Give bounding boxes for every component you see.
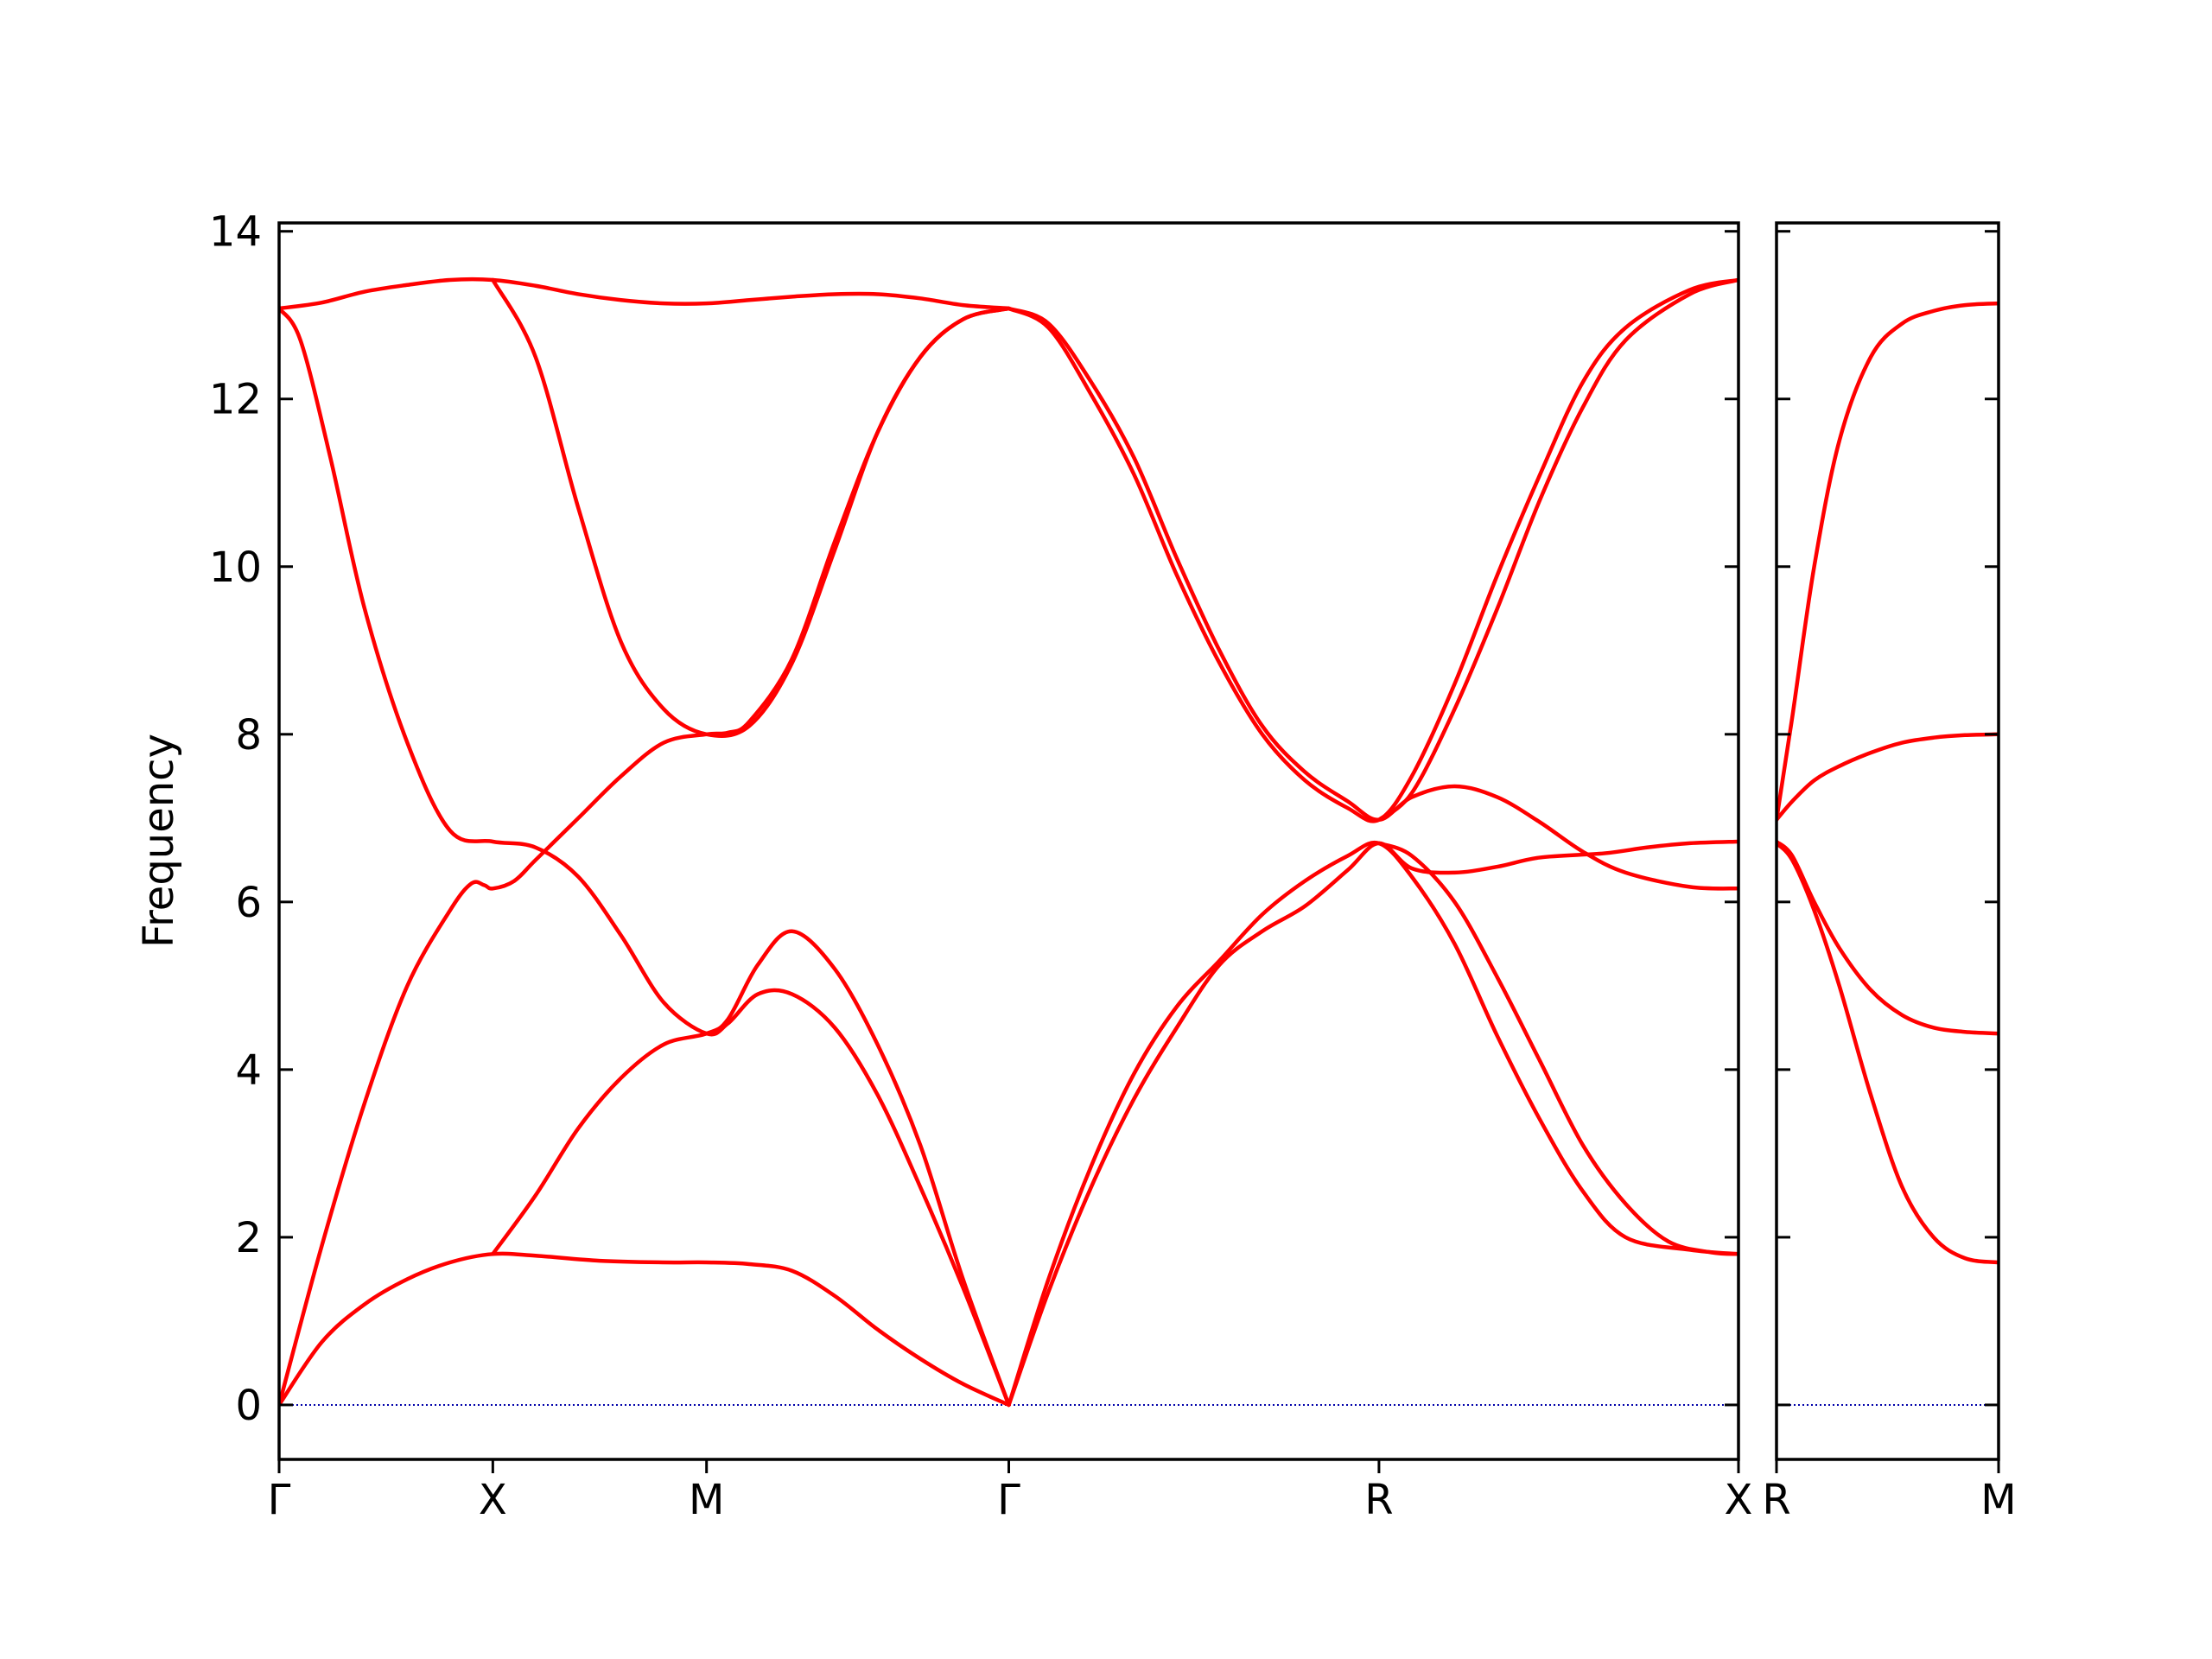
- side-band-4-line: [1777, 841, 1999, 1265]
- xtick-label: M: [689, 1476, 724, 1524]
- band-6-line: [491, 929, 1011, 1408]
- main-bands: [279, 276, 1738, 1408]
- ytick-label: 6: [235, 879, 262, 927]
- band-11-line: [1007, 277, 1738, 823]
- y-axis-label: Frequency: [135, 734, 183, 948]
- ytick-label: 12: [209, 376, 262, 424]
- xtick-label: M: [1980, 1476, 2016, 1524]
- band-7-line: [1007, 839, 1738, 1408]
- band-12-line: [1376, 277, 1738, 823]
- xtick-label: R: [1364, 1476, 1393, 1524]
- ytick-label: 2: [235, 1214, 262, 1262]
- xtick-label: Γ: [997, 1476, 1020, 1524]
- side-bands: [1777, 301, 1999, 1265]
- ytick-label: 8: [235, 711, 262, 760]
- side-band-3-line: [1777, 839, 1999, 1036]
- band-2-line: [279, 306, 1011, 1408]
- side-frame: [1775, 221, 2000, 1461]
- band-10-line: [1007, 306, 1738, 891]
- ytick-label: 10: [209, 543, 262, 592]
- main-panel: 0 2 4 6 8 10 12 14 Γ X M Γ R X: [209, 208, 1753, 1524]
- xtick-label: Γ: [268, 1476, 291, 1524]
- band-1-line: [279, 1251, 1011, 1408]
- band-4-line: [279, 276, 1011, 311]
- band-5-line: [491, 277, 1011, 739]
- ytick-label: 4: [235, 1046, 262, 1095]
- xtick-label: R: [1762, 1476, 1790, 1524]
- side-band-1-line: [1777, 301, 1999, 823]
- xtick-label: X: [1725, 1476, 1753, 1524]
- side-band-2-line: [1777, 732, 1999, 823]
- band-8-line: [1007, 840, 1738, 1408]
- ytick-label: 14: [209, 208, 262, 257]
- xtick-label: X: [479, 1476, 507, 1524]
- band-9-line: [1376, 841, 1738, 1256]
- band-3-line: [279, 306, 1011, 1408]
- ytick-label: 0: [235, 1382, 262, 1430]
